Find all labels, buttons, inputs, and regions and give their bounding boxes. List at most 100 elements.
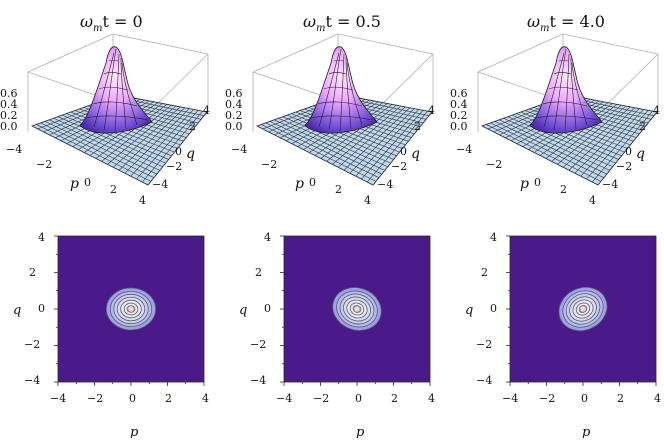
surface-grid-line	[343, 107, 410, 171]
surface-2-p-tick-4: 4	[364, 194, 371, 207]
surface-grid-line	[574, 108, 640, 174]
surface-peak-line-1	[543, 52, 565, 128]
surface-grid-line	[557, 105, 627, 165]
surface-2-p-label: p	[295, 176, 304, 192]
panel-1-title-subscript: m	[93, 23, 102, 34]
surface-peak-line-7	[317, 101, 363, 107]
surface-grid-line	[349, 108, 415, 174]
surface-1-z-tick-0.6: 0.6	[0, 87, 18, 100]
surface-2-z-tick-0.4: 0.4	[225, 98, 243, 111]
surface-1-q-label: q	[186, 146, 195, 162]
surface-grid-line	[568, 107, 635, 171]
contour-1-y-tick-neg2: −2	[24, 338, 40, 351]
contour-1-y-tick-2: 2	[29, 266, 36, 279]
contour-center-point	[353, 305, 361, 313]
contour-2-y-tick-2: 2	[255, 266, 262, 279]
surface-grid-line	[597, 111, 658, 186]
panel-1-title: ωmt = 0	[80, 12, 143, 34]
surface-peak-line-6	[310, 115, 374, 121]
surface-grid-line	[586, 110, 649, 180]
surface-peak-line-5	[571, 62, 588, 126]
panel-2-title-rest: t = 0.5	[326, 12, 381, 31]
surface-grid-line	[361, 110, 424, 180]
contour-center-point	[579, 305, 587, 313]
contour-3-x-tick-2: 2	[617, 392, 624, 405]
surface-3-z-tick-0.0: 0.0	[450, 120, 468, 133]
panel-1-title-symbol: ω	[80, 12, 93, 31]
surface-peak-line-6	[85, 115, 149, 121]
surface-2-z-tick-0.6: 0.6	[225, 87, 243, 100]
surface-grid-line	[355, 109, 419, 177]
surface-2-q-tick-0: 0	[400, 145, 407, 158]
surface-peak-line-3	[564, 53, 570, 132]
surface-grid-line	[95, 104, 168, 159]
contour-2-x-tick-neg2: −2	[313, 392, 329, 405]
surface-grid-line	[562, 106, 631, 168]
surface-3-p-label: p	[520, 176, 529, 192]
surface-plot-1: 0.6 0.4 0.2 0.0 −4 −2 0 2 4 4 2 0 −2 −4 …	[0, 33, 210, 207]
surface-grid-line	[337, 106, 406, 168]
surface-2-q-tick-neg4: −4	[377, 178, 393, 191]
panel-2-title: ωmt = 0.5	[303, 12, 381, 34]
surface-2-q-tick-neg2: −2	[391, 160, 407, 173]
surface-1-z-tick-0.4: 0.4	[0, 98, 18, 111]
surface-peak-line-6	[535, 115, 599, 121]
surface-grid-line	[545, 104, 618, 159]
contour-1-x-tick-neg4: −4	[50, 392, 66, 405]
surface-box-back-top-edge	[252, 33, 339, 73]
surface-grid-line	[118, 107, 185, 171]
contour-1-y-tick-neg4: −4	[24, 374, 40, 387]
surface-3-z-tick-0.6: 0.6	[450, 87, 468, 100]
surface-peak-line-10	[558, 59, 569, 62]
surface-grid-line	[580, 109, 644, 177]
surface-peak-line-4	[345, 57, 352, 130]
surface-grid-line	[372, 111, 433, 186]
surface-1-p-tick-neg4: −4	[6, 143, 22, 156]
svg-text:ωmt = 4.0: ωmt = 4.0	[527, 12, 605, 34]
surface-grid-line	[326, 104, 397, 162]
contour-1-x-tick-0: 0	[129, 392, 136, 405]
surface-3-q-tick-0: 0	[625, 145, 632, 158]
surface-1-q-tick-2: 2	[189, 120, 196, 133]
surface-peak-line-10	[108, 59, 119, 62]
surface-1-q-tick-0: 0	[175, 145, 182, 158]
surface-3-z-tick-0.2: 0.2	[450, 109, 468, 122]
surface-2-q-tick-4: 4	[428, 104, 435, 117]
surface-grid-line	[136, 110, 199, 180]
surface-peak	[529, 46, 603, 134]
surface-1-z-tick-0.0: 0.0	[0, 120, 18, 133]
surface-1-z-tick-0.2: 0.2	[0, 109, 18, 122]
contour-3-x-tick-neg4: −4	[502, 392, 518, 405]
surface-peak-line-10	[333, 59, 344, 62]
surface-grid-line	[107, 105, 177, 165]
surface-grid-line	[551, 104, 622, 162]
contour-1-x-tick-2: 2	[165, 392, 172, 405]
panel-2-title-subscript: m	[316, 23, 325, 34]
contour-1-x-tick-neg2: −2	[87, 392, 103, 405]
contour-2-y-tick-4: 4	[264, 231, 271, 244]
surface-peak-line-5	[346, 62, 363, 126]
surface-3-p-tick-neg2: −2	[486, 158, 502, 171]
surface-3-p-tick-0: 0	[534, 176, 541, 189]
panel-3-title-symbol: ω	[527, 12, 540, 31]
surface-2-z-tick-0.0: 0.0	[225, 120, 243, 133]
surface-grid-line	[147, 111, 208, 186]
surface-peak-line-9	[553, 72, 572, 75]
surface-2-p-tick-neg2: −2	[261, 158, 277, 171]
surface-peak-line-4	[120, 57, 127, 130]
surface-peak-line-7	[542, 101, 588, 107]
surface-3-q-tick-2: 2	[639, 120, 646, 133]
surface-grid-line	[366, 110, 428, 183]
surface-1-p-tick-2: 2	[110, 183, 117, 196]
contour-2-y-tick-neg4: −4	[250, 374, 266, 387]
contour-2-y-label: q	[239, 303, 247, 318]
contour-3-y-tick-2: 2	[481, 266, 488, 279]
surface-peak-line-9	[328, 72, 347, 75]
surface-grid-line	[591, 110, 653, 183]
surface-2-p-tick-0: 0	[309, 176, 316, 189]
surface-grid-line	[101, 104, 172, 162]
panel-3-title-rest: t = 4.0	[550, 12, 605, 31]
surface-1-q-tick-4: 4	[203, 104, 210, 117]
surface-grid-line	[141, 110, 203, 183]
contour-1-x-tick-4: 4	[202, 392, 209, 405]
